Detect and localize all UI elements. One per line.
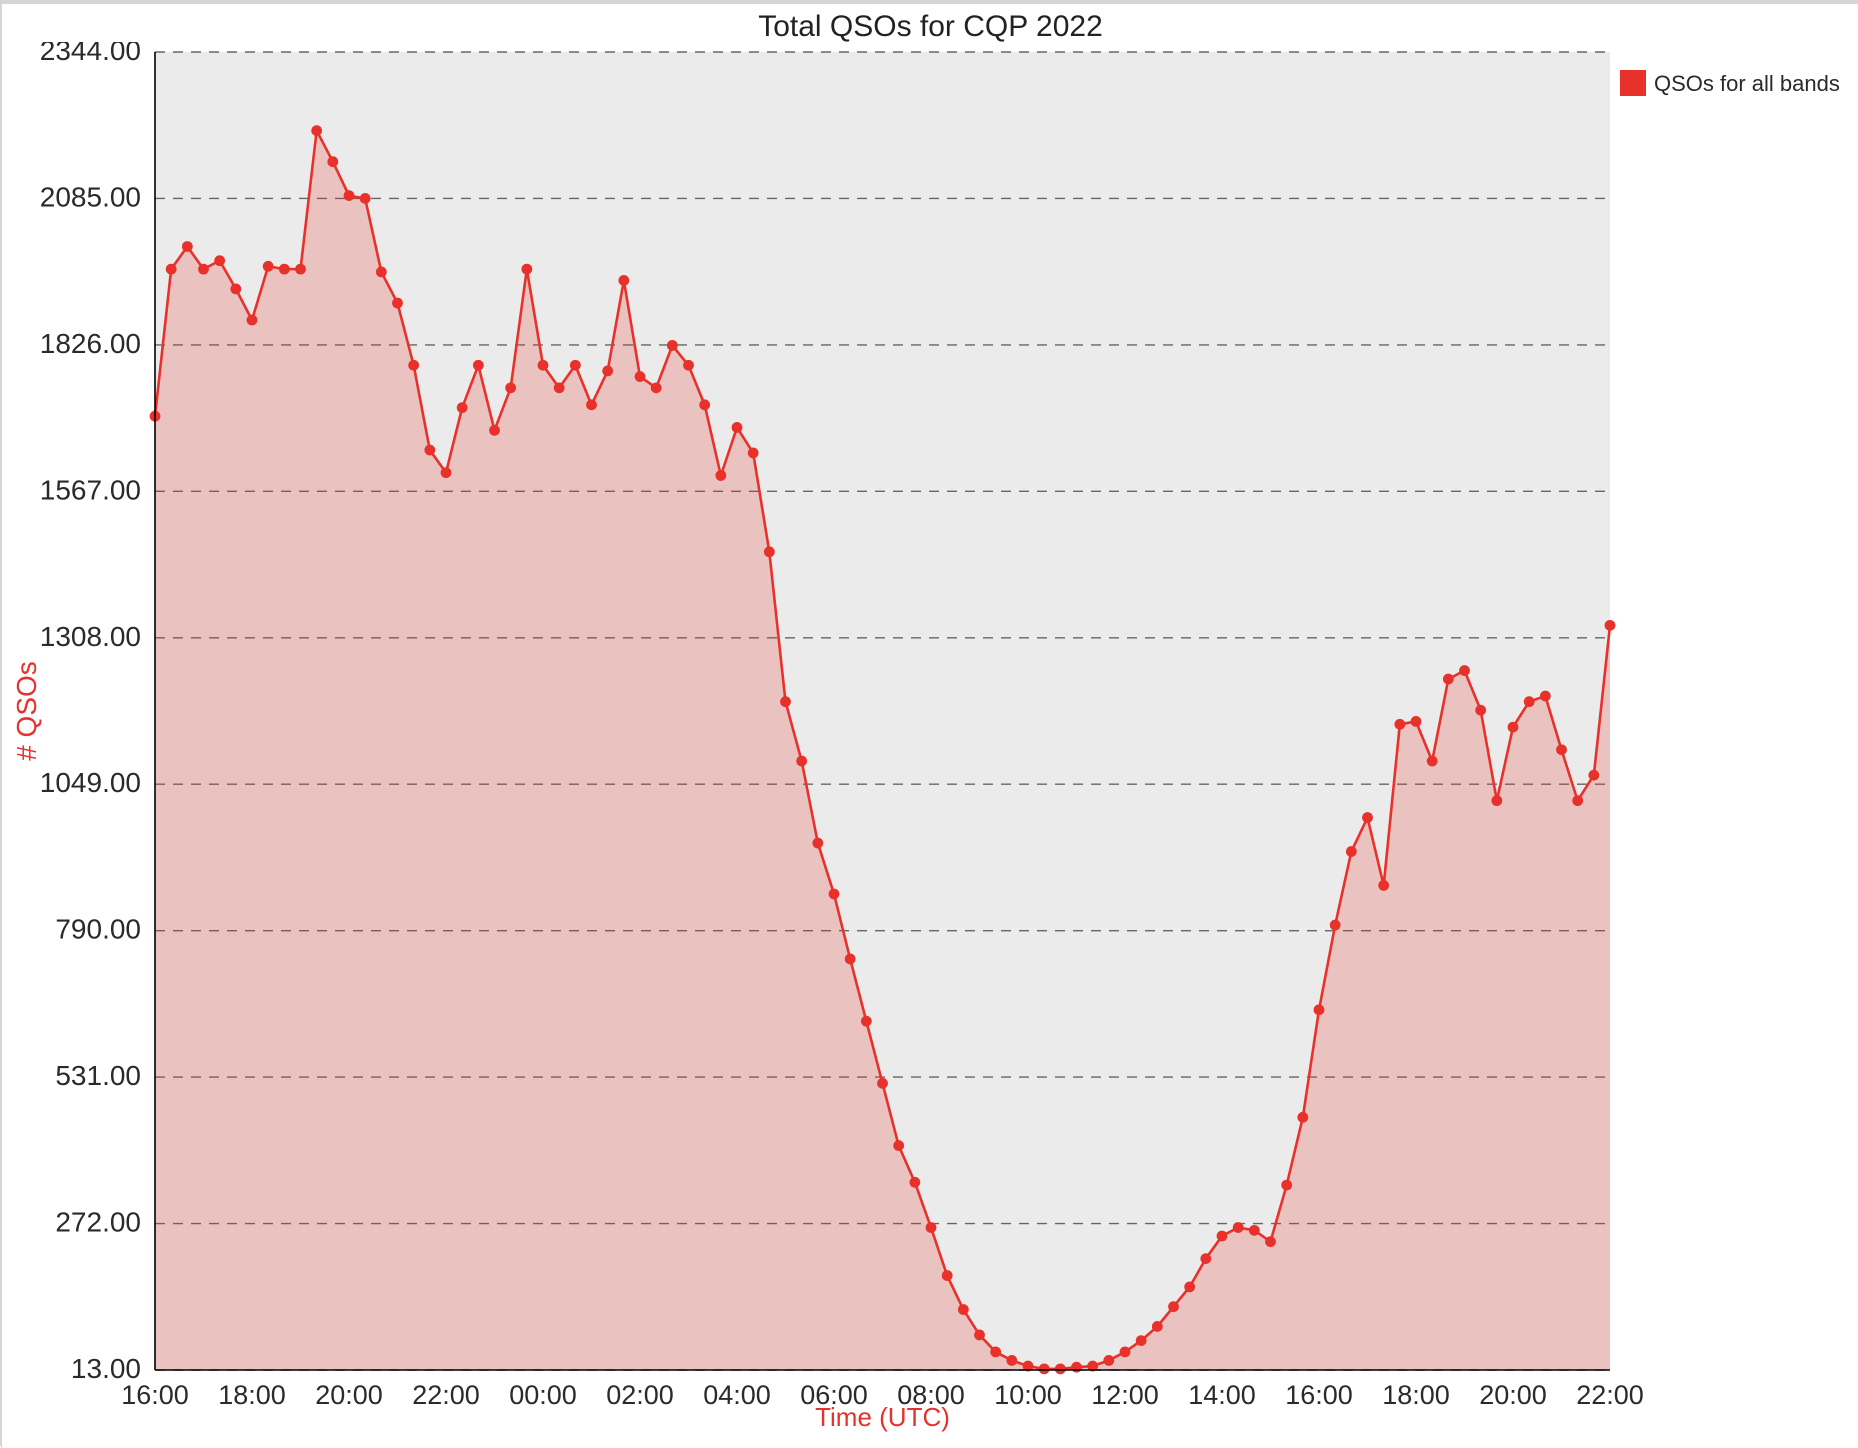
svg-text:22:00: 22:00: [412, 1380, 480, 1410]
svg-text:1826.00: 1826.00: [40, 328, 141, 359]
svg-text:1567.00: 1567.00: [40, 474, 141, 505]
svg-text:14:00: 14:00: [1188, 1380, 1256, 1410]
svg-text:00:00: 00:00: [509, 1380, 577, 1410]
svg-text:790.00: 790.00: [55, 914, 141, 945]
svg-text:20:00: 20:00: [1479, 1380, 1547, 1410]
svg-text:16:00: 16:00: [121, 1380, 189, 1410]
svg-text:2344.00: 2344.00: [40, 42, 141, 66]
svg-text:18:00: 18:00: [218, 1380, 286, 1410]
svg-text:1049.00: 1049.00: [40, 767, 141, 798]
svg-text:272.00: 272.00: [55, 1207, 141, 1238]
svg-text:2085.00: 2085.00: [40, 181, 141, 212]
svg-text:02:00: 02:00: [606, 1380, 674, 1410]
svg-text:# QSOs: # QSOs: [11, 661, 42, 761]
svg-text:16:00: 16:00: [1285, 1380, 1353, 1410]
svg-text:12:00: 12:00: [1091, 1380, 1159, 1410]
svg-text:10:00: 10:00: [994, 1380, 1062, 1410]
svg-text:18:00: 18:00: [1382, 1380, 1450, 1410]
svg-text:22:00: 22:00: [1576, 1380, 1644, 1410]
svg-text:04:00: 04:00: [703, 1380, 771, 1410]
svg-text:QSOs for all bands: QSOs for all bands: [1654, 71, 1840, 96]
svg-text:20:00: 20:00: [315, 1380, 383, 1410]
svg-text:1308.00: 1308.00: [40, 621, 141, 652]
svg-text:Time (UTC): Time (UTC): [815, 1402, 950, 1432]
svg-text:531.00: 531.00: [55, 1060, 141, 1091]
